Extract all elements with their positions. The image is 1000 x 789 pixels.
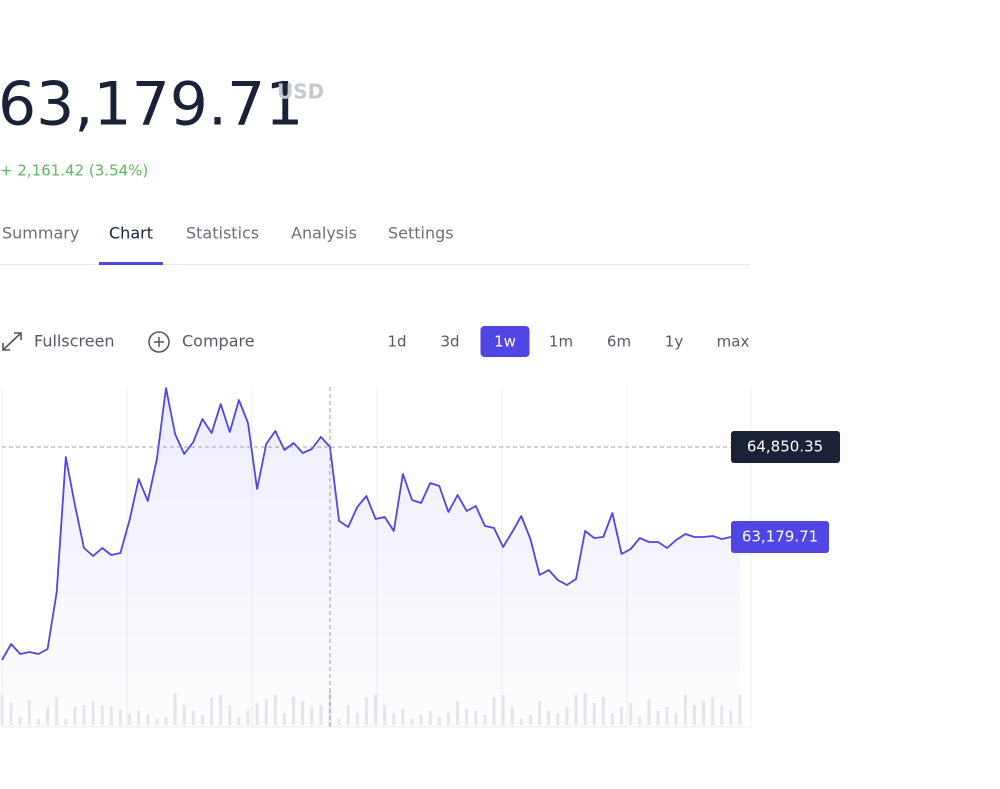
currency: USD <box>277 80 324 104</box>
last-label-bg <box>731 521 829 554</box>
toolbar-button[interactable]: Compare <box>182 332 255 351</box>
area-fill <box>2 388 740 727</box>
range-button[interactable]: 1m <box>549 333 573 351</box>
range-button[interactable]: 1d <box>387 333 406 351</box>
tab[interactable]: Chart <box>109 224 153 243</box>
toolbar-button[interactable]: Fullscreen <box>34 332 115 351</box>
range-button[interactable]: 1w <box>494 333 516 351</box>
tab-underline <box>99 262 163 265</box>
tab[interactable]: Statistics <box>186 224 259 243</box>
price-line <box>1 387 740 661</box>
tab[interactable]: Summary <box>2 224 79 243</box>
range-button[interactable]: 6m <box>607 333 631 351</box>
range-button[interactable]: max <box>717 333 750 351</box>
hover-label: 64,850.35 <box>747 438 823 456</box>
compare-icon[interactable] <box>148 331 170 353</box>
tab[interactable]: Settings <box>388 224 454 243</box>
range-button[interactable]: 3d <box>440 333 459 351</box>
range-button[interactable]: 1y <box>665 333 684 351</box>
last-label: 63,179.71 <box>742 528 818 546</box>
range-button-bg <box>480 326 530 357</box>
tab[interactable]: Analysis <box>291 224 357 243</box>
fullscreen-icon[interactable] <box>2 332 22 351</box>
price: 63,179.71 <box>0 70 303 140</box>
price-change: + 2,161.42 (3.54%) <box>0 162 148 180</box>
hover-label-bg <box>731 431 840 464</box>
